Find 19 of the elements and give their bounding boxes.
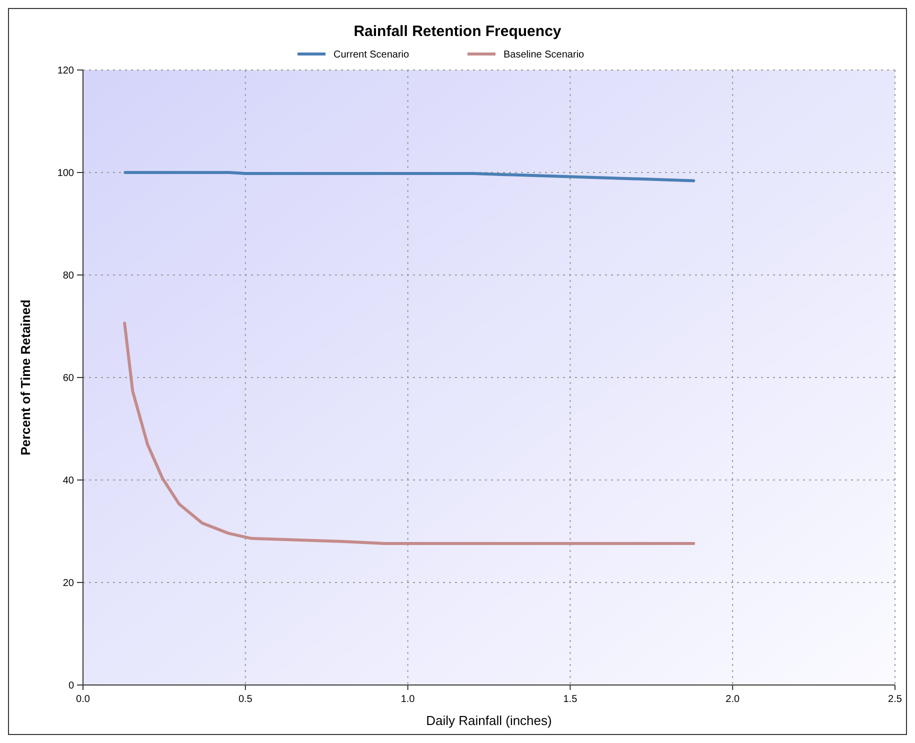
y-tick-label: 0 xyxy=(68,680,74,692)
legend-label: Current Scenario xyxy=(334,50,410,60)
y-tick-label: 120 xyxy=(57,66,74,76)
line-series xyxy=(123,322,696,546)
x-tick-label: 0.0 xyxy=(76,694,90,705)
x-tick-label: 2.0 xyxy=(726,694,740,705)
y-tick-label: 100 xyxy=(57,168,74,179)
legend-label: Baseline Scenario xyxy=(504,50,585,60)
y-axis-title: Percent of Time Retained xyxy=(18,300,33,456)
y-tick-label: 40 xyxy=(62,476,74,486)
y-tick-label: 60 xyxy=(62,373,74,384)
chart-title: Rainfall Retention Frequency xyxy=(354,23,562,40)
x-axis-title: Daily Rainfall (inches) xyxy=(426,713,552,728)
x-tick-label: 0.5 xyxy=(238,694,253,705)
y-tick-label: 20 xyxy=(62,578,74,589)
x-tick-label: 1.0 xyxy=(400,694,416,705)
x-tick-label: 2.5 xyxy=(888,694,902,705)
y-tick-label: 80 xyxy=(62,270,74,282)
x-tick-label: 1.5 xyxy=(563,694,578,705)
